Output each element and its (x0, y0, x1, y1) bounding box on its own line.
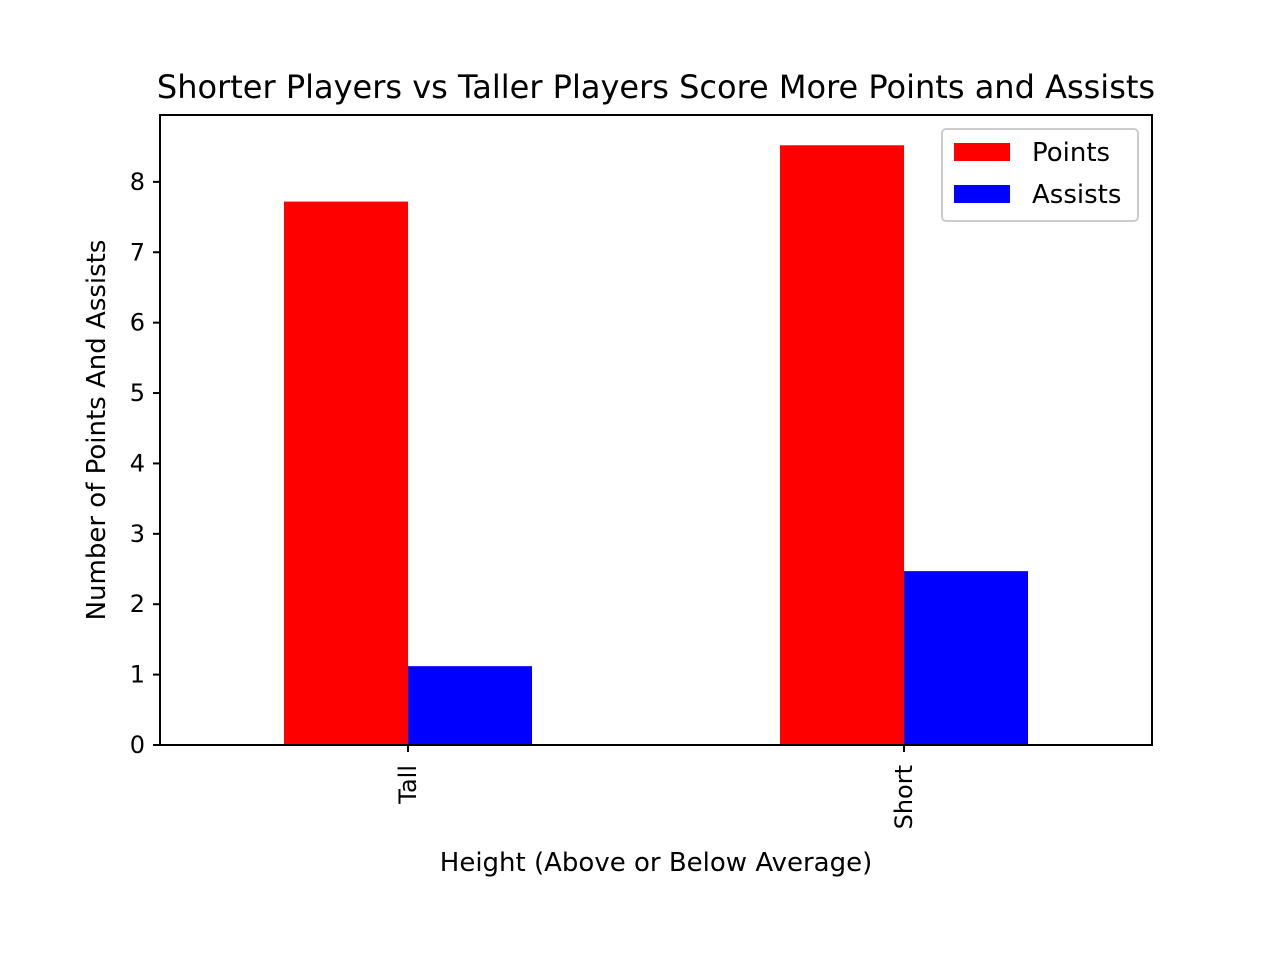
legend-swatch-points (954, 143, 1010, 161)
y-tick-label: 8 (130, 168, 145, 196)
y-tick-label: 0 (130, 731, 145, 759)
y-tick-label: 4 (130, 449, 145, 477)
chart-title: Shorter Players vs Taller Players Score … (157, 68, 1155, 106)
y-axis-ticks: 0 1 2 3 4 5 6 7 8 (130, 168, 160, 759)
x-tick-label-short: Short (890, 765, 918, 829)
bar-assists-tall (408, 666, 532, 745)
x-axis-label: Height (Above or Below Average) (440, 848, 872, 878)
bar-assists-short (904, 571, 1028, 745)
x-axis-ticks: Tall Short (394, 745, 918, 829)
y-tick-label: 5 (130, 379, 145, 407)
y-axis-label: Number of Points And Assists (82, 240, 112, 621)
y-tick-label: 3 (130, 520, 145, 548)
bar-points-tall (284, 201, 408, 745)
legend-label-assists: Assists (1032, 180, 1121, 210)
y-tick-label: 7 (130, 238, 145, 266)
y-tick-label: 2 (130, 590, 145, 618)
bar-points-short (780, 145, 904, 745)
bars-group (284, 145, 1028, 745)
x-tick-label-tall: Tall (394, 765, 422, 805)
plot-area: 0 1 2 3 4 5 6 7 8 Tall Short (130, 114, 1153, 829)
y-tick-label: 6 (130, 309, 145, 337)
y-tick-label: 1 (130, 661, 145, 689)
axes-frame (159, 114, 1153, 746)
legend-label-points: Points (1032, 138, 1110, 168)
legend: Points Assists (941, 128, 1139, 222)
legend-swatch-assists (954, 185, 1010, 203)
